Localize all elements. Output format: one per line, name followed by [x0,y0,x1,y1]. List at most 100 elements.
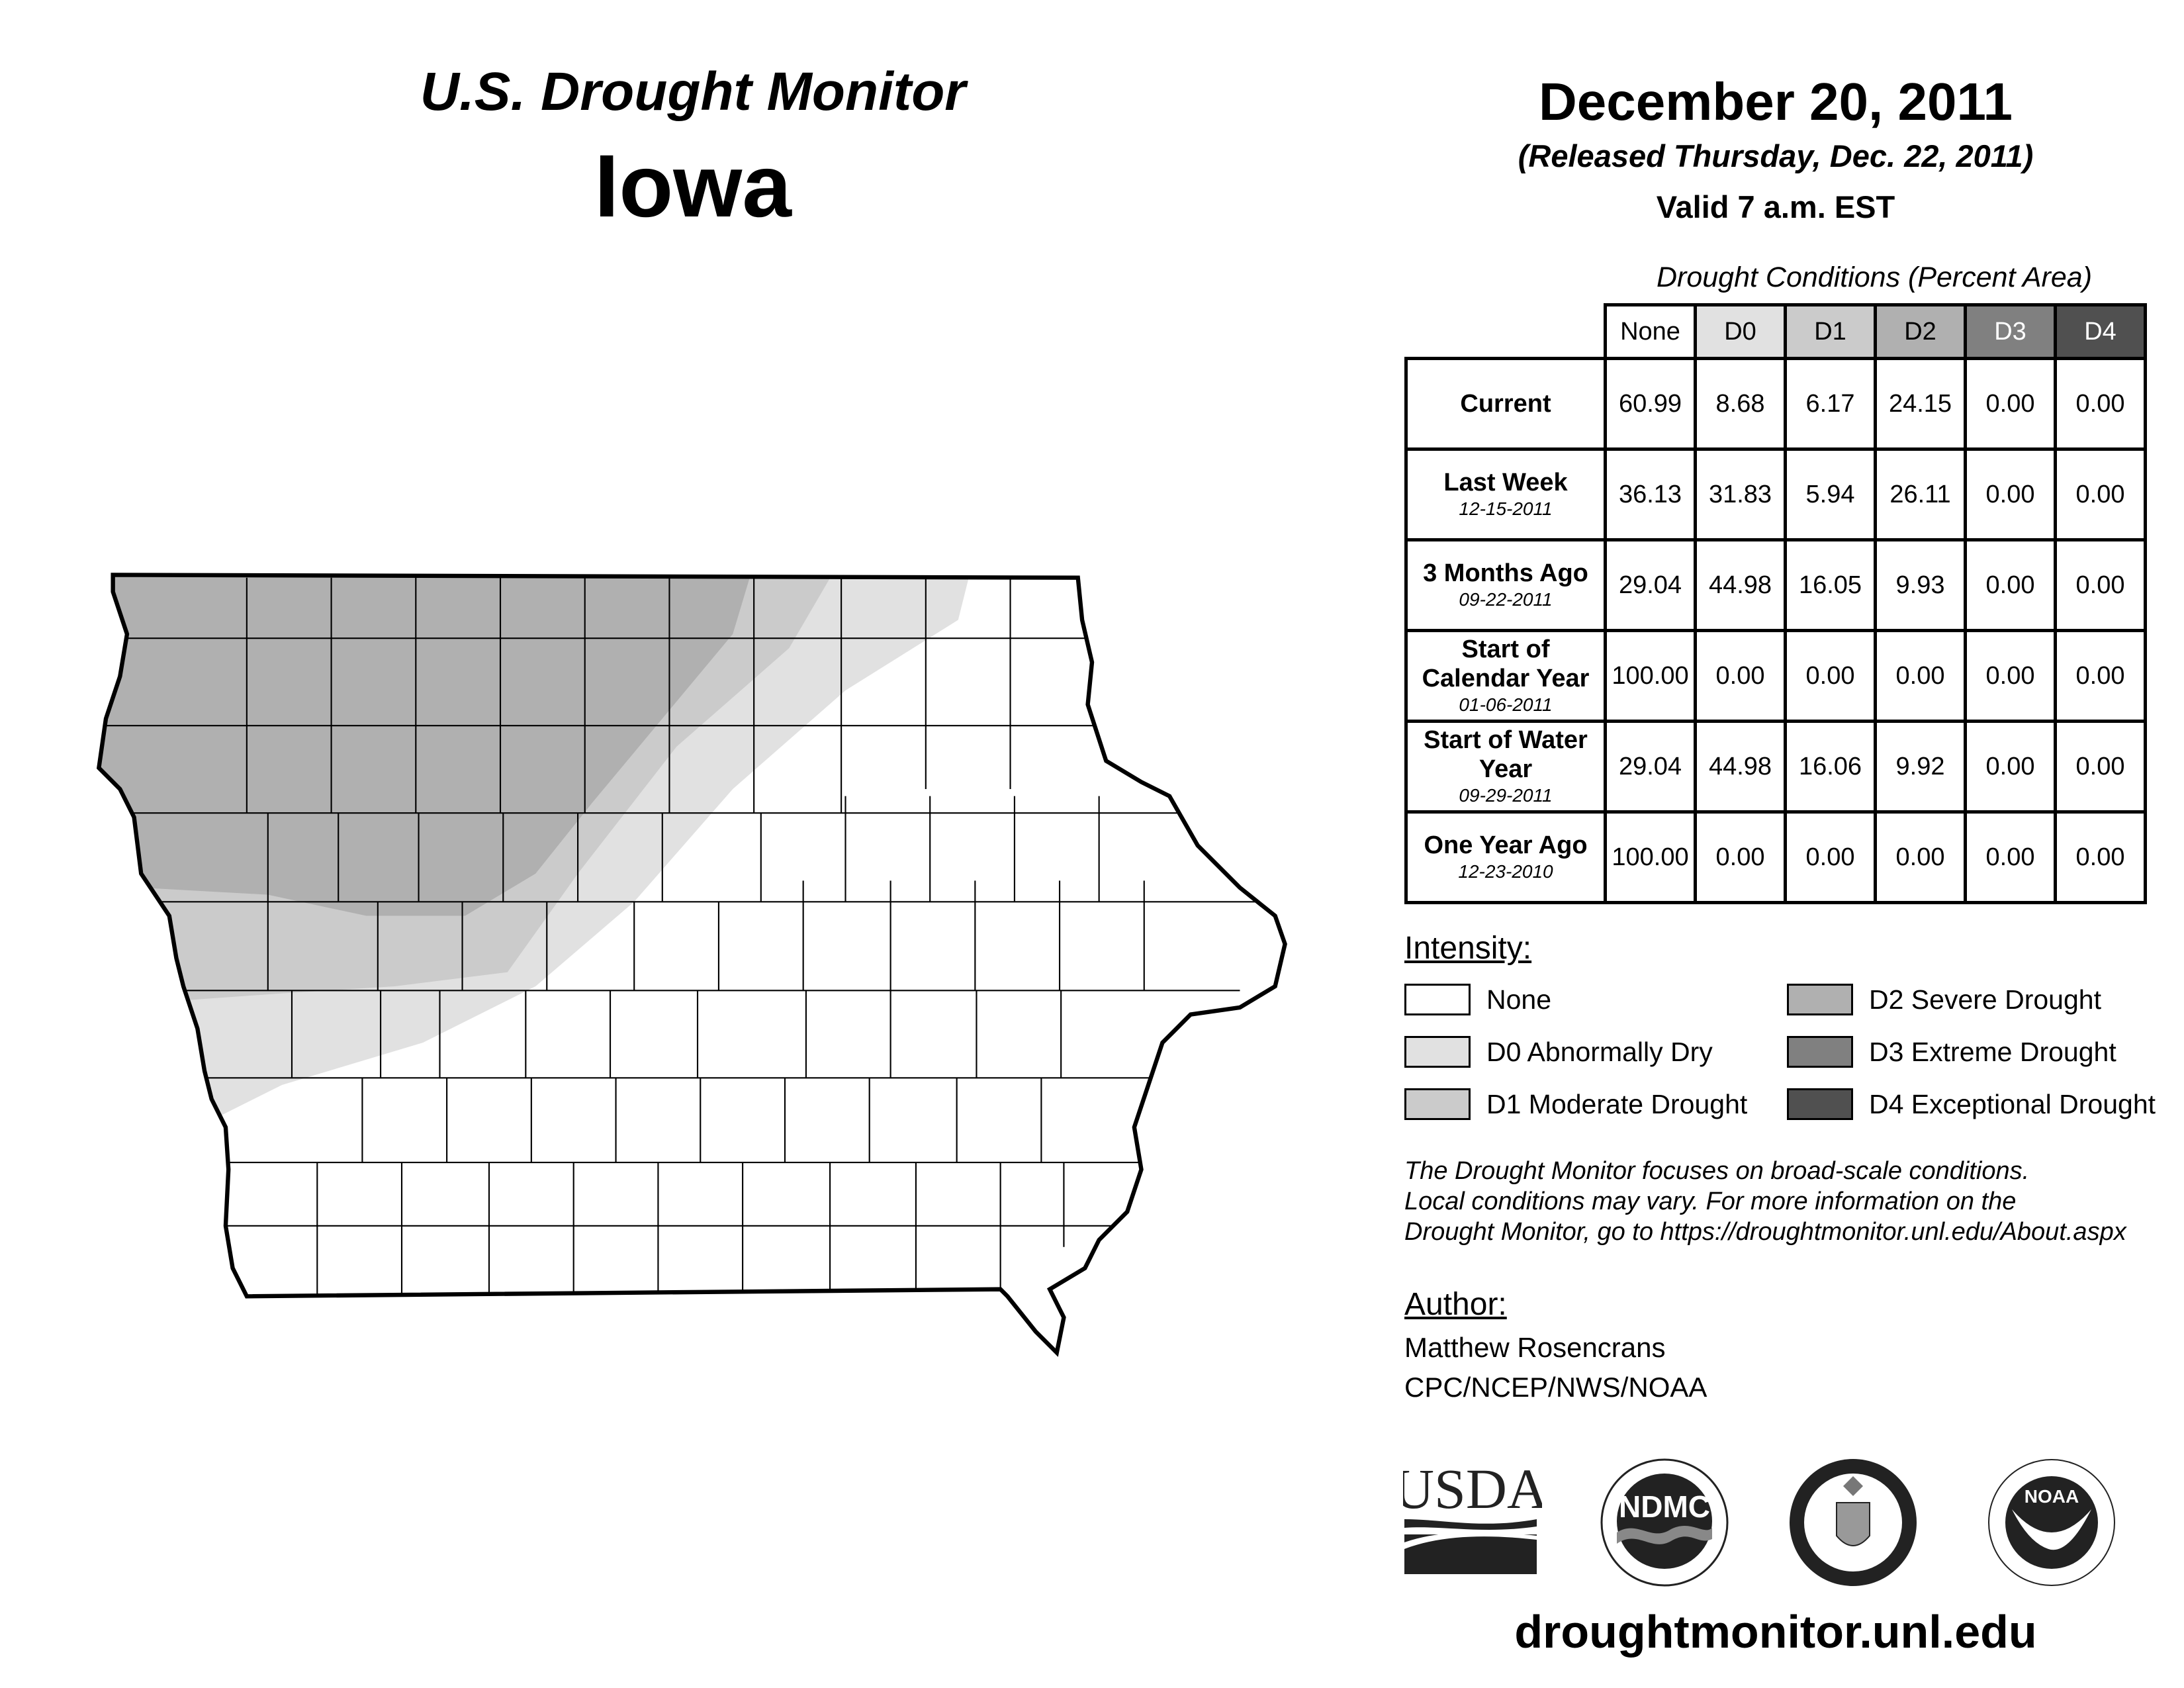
release-date: (Released Thursday, Dec. 22, 2011) [1518,138,2034,173]
table-row: 3 Months Ago 09-22-2011 29.04 44.98 16.05 9.9… [1404,538,2147,632]
valid-time: Valid 7 a.m. EST [1656,189,1895,224]
author-org: CPC/NCEP/NWS/NOAA [1404,1372,1707,1403]
col-header-d1: D1 [1784,303,1877,360]
cell-d0: 44.98 [1694,538,1787,632]
note-line: Local conditions may vary. For more info… [1404,1188,2017,1215]
cell-d2: 9.93 [1874,538,1967,632]
row-date: 12-23-2010 [1458,861,1553,882]
cell-none: 100.00 [1604,810,1697,904]
cell-none: 100.00 [1604,629,1697,723]
cell-d0: 0.00 [1694,810,1787,904]
cell-none: 29.04 [1604,538,1697,632]
legend-swatch [1404,1036,1471,1068]
map-date: December 20, 2011 [1538,72,2013,131]
cell-d0: 8.68 [1694,357,1787,451]
table-caption: Drought Conditions (Percent Area) [1656,261,2093,293]
usda-logo-text: USDA [1403,1457,1542,1521]
ndmc-logo: NDMC [1600,1458,1729,1587]
state-name: Iowa [594,137,792,236]
row-label: Last Week 12-15-2011 [1404,447,1607,541]
table-row: Start of Calendar Year 01-06-2011 100.00 0.… [1404,629,2147,723]
disclaimer-note: The Drought Monitor focuses on broad-sca… [1404,1156,2126,1247]
cell-none: 60.99 [1604,357,1697,451]
row-label: 3 Months Ago 09-22-2011 [1404,538,1607,632]
note-line: The Drought Monitor focuses on broad-sca… [1404,1157,2030,1185]
legend-label: None [1486,984,1552,1015]
author-heading: Author: [1404,1287,1507,1322]
ndmc-logo-text: NDMC [1619,1489,1710,1524]
cell-d3: 0.00 [1964,810,2057,904]
cell-d1: 5.94 [1784,447,1877,541]
cell-d2: 24.15 [1874,357,1967,451]
legend-swatch [1787,1088,1853,1120]
table-row: Last Week 12-15-2011 36.13 31.83 5.94 26.11 0.… [1404,447,2147,541]
note-line: Drought Monitor, go to https://droughtmo… [1404,1218,2126,1246]
cell-d4: 0.00 [2054,810,2147,904]
table-row: Start of Water Year 09-29-2011 29.04 44.98 1… [1404,720,2147,814]
legend-swatch [1787,1036,1853,1068]
row-date: 09-29-2011 [1459,785,1553,806]
cell-d0: 31.83 [1694,447,1787,541]
row-date: 01-06-2011 [1459,694,1553,715]
row-date: 12-15-2011 [1459,498,1553,519]
row-date: 09-22-2011 [1459,589,1553,610]
cell-d0: 44.98 [1694,720,1787,814]
cell-d1: 0.00 [1784,810,1877,904]
cell-d3: 0.00 [1964,447,2057,541]
row-label-text: One Year Ago [1424,831,1588,859]
legend-label: D1 Moderate Drought [1486,1088,1748,1119]
legend-item-d1: D1 Moderate Drought [1404,1088,1747,1120]
row-label: Current [1404,357,1607,451]
cell-d1: 0.00 [1784,629,1877,723]
cell-d2: 26.11 [1874,447,1967,541]
cell-d4: 0.00 [2054,538,2147,632]
noaa-logo-text: NOAA [2025,1486,2079,1507]
usda-logo: USDA [1403,1457,1542,1574]
legend-label: D0 Abnormally Dry [1486,1036,1713,1067]
website-link[interactable]: droughtmonitor.unl.edu [1514,1606,2037,1658]
col-header-none: None [1604,303,1697,360]
cell-d2: 0.00 [1874,810,1967,904]
cell-d1: 6.17 [1784,357,1877,451]
table-corner [1406,305,1607,360]
legend-swatch [1787,984,1853,1015]
noaa-logo: NOAA [1988,1459,2115,1586]
author-name: Matthew Rosencrans [1404,1332,1666,1363]
row-label-text: Start of Water Year [1424,726,1588,783]
cell-d4: 0.00 [2054,720,2147,814]
table-row: Current 60.99 8.68 6.17 24.15 0.00 0.00 [1404,357,2147,451]
legend-swatch [1404,984,1471,1015]
cell-none: 36.13 [1604,447,1697,541]
legend-swatch [1404,1088,1471,1120]
table-row: One Year Ago 12-23-2010 100.00 0.00 0.00 0.00… [1404,810,2147,904]
legend-item-d0: D0 Abnormally Dry [1404,1036,1713,1068]
row-label-text: 3 Months Ago [1423,559,1588,587]
cell-d4: 0.00 [2054,447,2147,541]
legend-title: Intensity: [1404,931,1532,966]
cell-d3: 0.00 [1964,720,2057,814]
cell-d0: 0.00 [1694,629,1787,723]
col-header-d3: D3 [1964,303,2057,360]
department-of-commerce-seal [1790,1459,1917,1586]
row-label: One Year Ago 12-23-2010 [1404,810,1607,904]
cell-d4: 0.00 [2054,629,2147,723]
row-label-text: Current [1460,390,1551,418]
cell-d3: 0.00 [1964,629,2057,723]
cell-d1: 16.06 [1784,720,1877,814]
col-header-d4: D4 [2054,303,2147,360]
row-label-text: Start of Calendar Year [1422,635,1590,692]
cell-d3: 0.00 [1964,538,2057,632]
legend-label: D2 Severe Drought [1869,984,2101,1015]
drought-conditions-table: None D0 D1 D2 D3 D4 Current 60.99 8.68 6.17… [1404,303,2147,904]
cell-none: 29.04 [1604,720,1697,814]
legend-item-d4: D4 Exceptional Drought [1787,1088,2156,1120]
cell-d4: 0.00 [2054,357,2147,451]
row-label: Start of Calendar Year 01-06-2011 [1404,629,1607,723]
row-label-text: Last Week [1443,469,1568,496]
cell-d2: 0.00 [1874,629,1967,723]
county-lines [99,577,1283,1297]
area-d2 [99,575,754,916]
legend-item-d2: D2 Severe Drought [1787,984,2101,1015]
cell-d2: 9.92 [1874,720,1967,814]
